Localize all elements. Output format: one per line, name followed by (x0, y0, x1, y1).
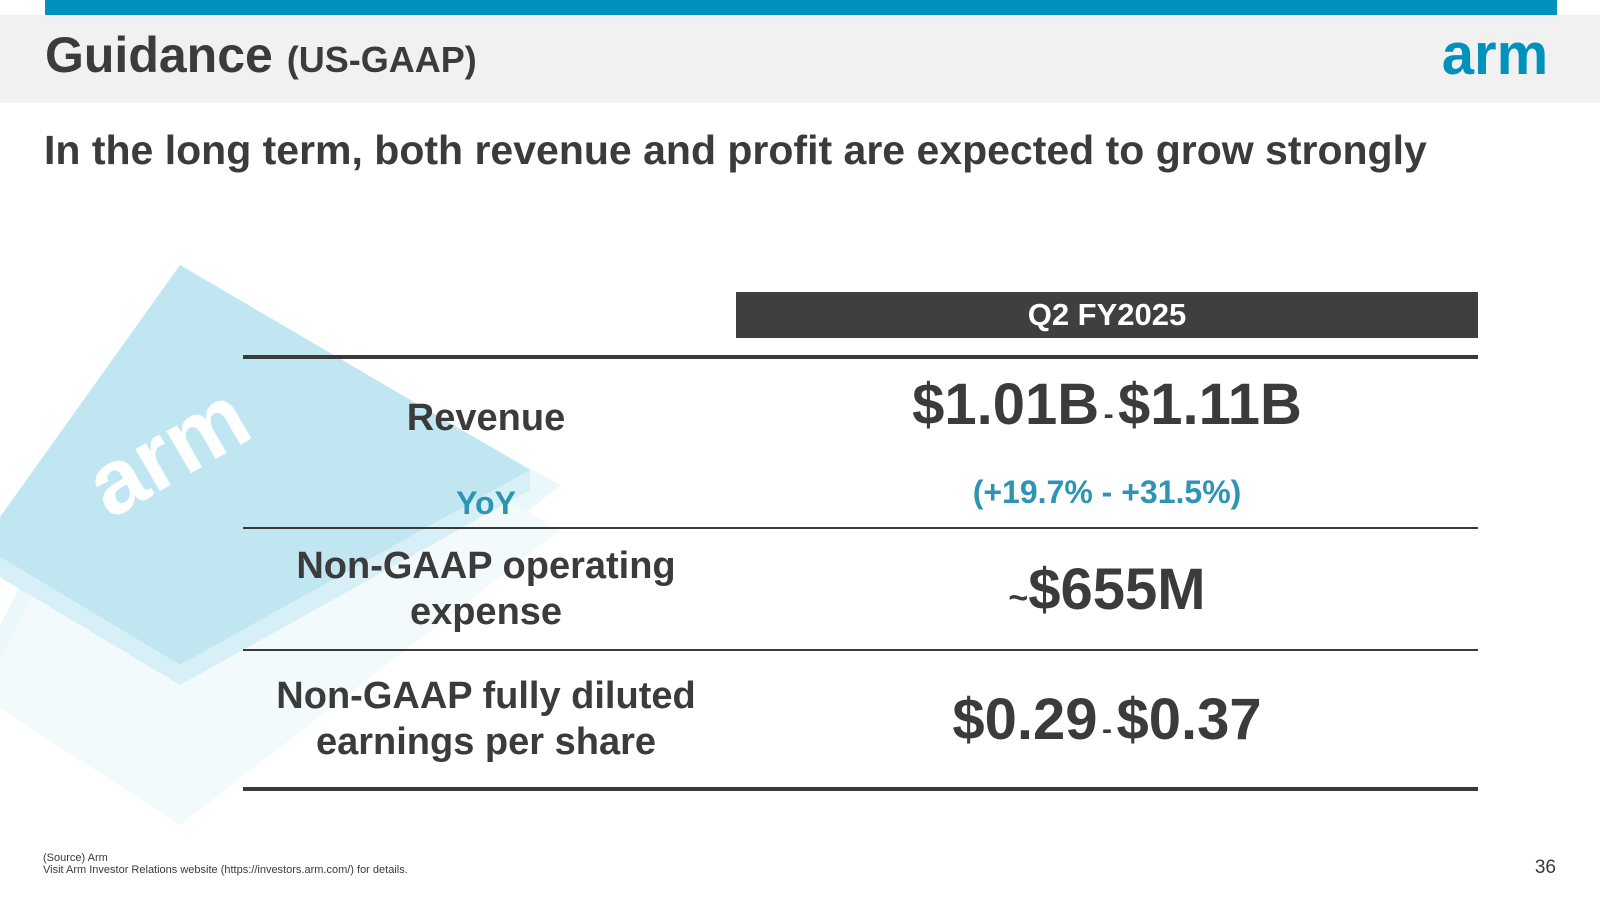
opex-prefix: ~ (1008, 579, 1029, 617)
page-number: 36 (1534, 857, 1556, 878)
footnote-source: (Source) Arm (43, 852, 108, 864)
table-top-rule (243, 355, 1478, 359)
revenue-separator: - (1103, 398, 1114, 431)
row-label-opex-line2: expense (409, 590, 563, 633)
opex-amount: $655M (1028, 557, 1206, 622)
page-title-main: Guidance (45, 27, 273, 83)
row-label-revenue: Revenue (406, 397, 566, 439)
revenue-low: $1.01B (912, 372, 1100, 437)
table-divider (243, 649, 1478, 651)
arm-logo: arm (1442, 24, 1548, 84)
column-header: Q2 FY2025 (736, 292, 1478, 338)
opex-value: ~$655M (736, 558, 1478, 622)
revenue-value: $1.01B - $1.11B (736, 373, 1478, 437)
row-label-eps: Non-GAAP fully diluted earnings per shar… (243, 674, 729, 765)
table-bottom-rule (243, 787, 1478, 791)
eps-value: $0.29 - $0.37 (736, 688, 1478, 752)
title-bar (0, 15, 1600, 103)
yoy-range: (+19.7% - +31.5%) (972, 474, 1242, 510)
page-title: Guidance (US-GAAP) (45, 30, 477, 80)
eps-low: $0.29 (952, 687, 1098, 752)
row-label-yoy: YoY (456, 485, 516, 521)
revenue-high: $1.11B (1118, 372, 1302, 437)
slide-subtitle: In the long term, both revenue and profi… (44, 127, 1427, 173)
page-title-suffix: (US-GAAP) (286, 39, 477, 80)
row-label-opex-line1: Non-GAAP operating (296, 545, 676, 587)
row-label-opex: Non-GAAP operating expense (243, 544, 729, 635)
row-label-eps-line2: earnings per share (315, 720, 657, 763)
eps-high: $0.37 (1116, 687, 1262, 752)
arm-logo-text: arm (1442, 24, 1548, 84)
eps-separator: - (1102, 713, 1112, 746)
row-label-eps-line1: Non-GAAP fully diluted (276, 675, 696, 717)
table-divider (243, 527, 1478, 529)
footnote-note: Visit Arm Investor Relations website (ht… (43, 864, 408, 876)
top-accent-bar (45, 0, 1557, 15)
chip-illustration: arm (0, 265, 560, 825)
